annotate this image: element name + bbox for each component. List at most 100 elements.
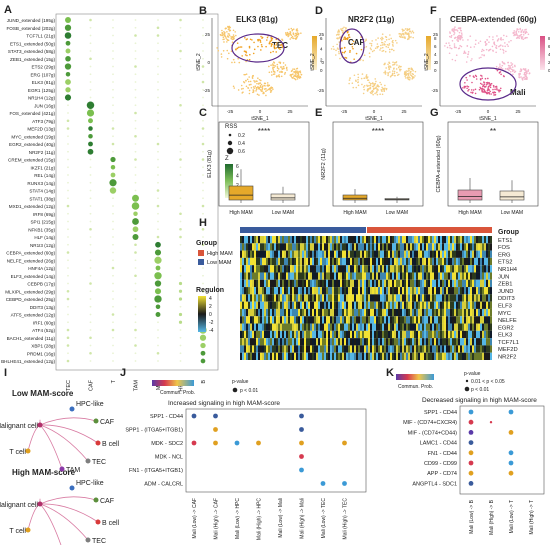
tsne-point <box>484 44 487 47</box>
heatmap-cell <box>322 323 324 331</box>
heatmap-cell <box>370 243 372 251</box>
tsne-point <box>466 56 469 58</box>
heatmap-cell <box>458 250 460 258</box>
heatmap-cell <box>456 316 458 324</box>
tsne-point <box>270 45 273 47</box>
heatmap-cell <box>352 323 354 331</box>
heatmap-cell <box>298 323 300 331</box>
heatmap-cell <box>376 294 378 302</box>
tsne-point <box>513 30 516 32</box>
network-node <box>37 501 43 507</box>
dotplot-dot <box>201 204 205 208</box>
tsne-point <box>520 68 523 71</box>
tsne-point <box>503 34 505 37</box>
heatmap-cell <box>340 352 342 360</box>
tsne-point <box>290 73 292 76</box>
tsne-point <box>246 78 249 81</box>
tsne-point <box>343 46 346 49</box>
panel-D: D NR2F2 (11g) CAF -25 0 25250-25tSNE_1tSNE… <box>310 5 437 122</box>
tsne-point <box>388 48 391 51</box>
heatmap-cell <box>262 294 264 302</box>
tsne-point <box>502 52 505 54</box>
heatmap-cell <box>406 338 408 346</box>
tsne-point <box>381 41 384 44</box>
heatmap-cell <box>340 257 342 266</box>
heatmap-cell <box>416 352 418 360</box>
heatmap-cell <box>296 257 298 266</box>
tsne-point <box>233 87 236 89</box>
heatmap-cell <box>352 265 354 273</box>
tsne-point <box>290 36 293 39</box>
heatmap-cell <box>480 352 482 360</box>
tsne-point <box>474 88 477 91</box>
heatmap-cell <box>262 338 264 346</box>
heatmap-cell <box>256 265 258 273</box>
heatmap-cell <box>292 330 294 339</box>
heatmap-cell <box>318 250 320 258</box>
heatmap-cell <box>488 279 490 288</box>
heatmap-cell <box>266 330 268 339</box>
heatmap-cell <box>250 338 252 346</box>
boxplot-category: High MAM <box>229 210 252 216</box>
cluster-outline <box>459 67 517 101</box>
x-tick-label: -25 <box>227 109 234 114</box>
heatmap-cell <box>334 323 336 331</box>
tsne-point <box>392 61 394 64</box>
heatmap-cell <box>470 330 472 339</box>
heatmap-cell <box>434 272 436 280</box>
heatmap-cell <box>322 352 324 360</box>
heatmap-cell <box>330 316 332 324</box>
heatmap-cell <box>248 323 250 331</box>
tsne-point <box>248 76 250 78</box>
tsne-point <box>361 83 363 86</box>
heatmap-cell <box>250 279 252 288</box>
heatmap-cell <box>336 243 338 251</box>
heatmap-cell <box>406 345 408 353</box>
tsne-point <box>281 46 284 49</box>
heatmap-cell <box>382 345 384 353</box>
dotplot-dot <box>89 313 92 316</box>
panel-label-B: B <box>199 5 207 17</box>
tsne-point <box>388 42 391 45</box>
regulon-row-label: ELK3 (81g) <box>32 80 56 85</box>
heatmap-cell <box>418 294 420 302</box>
tsne-point <box>515 37 518 39</box>
heatmap-cell <box>374 287 376 295</box>
heatmap-cell <box>486 287 488 295</box>
tsne-point <box>259 41 262 43</box>
heatmap-cell <box>408 243 410 251</box>
heatmap-cell <box>292 345 294 353</box>
regulon-row-label: STAT4 (14g) <box>29 189 55 194</box>
heatmap-cell <box>464 330 466 339</box>
source-target-label: Mali (High) -> B <box>489 499 495 535</box>
tsne-point <box>240 88 243 90</box>
heatmap-cell <box>410 338 412 346</box>
heatmap-cell <box>310 338 312 346</box>
heatmap-cell <box>274 352 276 360</box>
heatmap-cell <box>448 338 450 346</box>
heatmap-cell <box>300 330 302 339</box>
heatmap-cell <box>376 345 378 353</box>
tsne-point <box>372 93 374 96</box>
heatmap-cell <box>486 279 488 288</box>
boxplot-y-title: CEBPA-extended (60g) <box>436 135 442 192</box>
tsne-point <box>376 88 379 91</box>
heatmap-cell <box>430 243 432 251</box>
tsne-point <box>268 65 270 68</box>
heatmap-cell <box>272 287 274 295</box>
heatmap-cell <box>414 250 416 258</box>
heatmap-cell <box>460 243 462 251</box>
heatmap-cell <box>476 236 478 244</box>
heatmap-cell <box>454 257 456 266</box>
heatmap-cell <box>390 272 392 280</box>
heatmap-cell <box>358 308 360 317</box>
heatmap-cell <box>364 272 366 280</box>
heatmap-cell <box>350 236 352 244</box>
heatmap-cell <box>466 352 468 360</box>
heatmap-cell <box>388 338 390 346</box>
heatmap-cell <box>310 265 312 273</box>
dotplot-dot <box>89 251 92 254</box>
heatmap-cell <box>314 287 316 295</box>
heatmap-cell <box>482 338 484 346</box>
tsne-point <box>253 48 256 51</box>
